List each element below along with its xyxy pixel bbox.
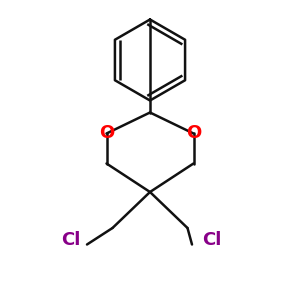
- Text: O: O: [186, 124, 201, 142]
- Text: O: O: [99, 124, 114, 142]
- Text: Cl: Cl: [61, 231, 80, 249]
- Text: Cl: Cl: [202, 231, 221, 249]
